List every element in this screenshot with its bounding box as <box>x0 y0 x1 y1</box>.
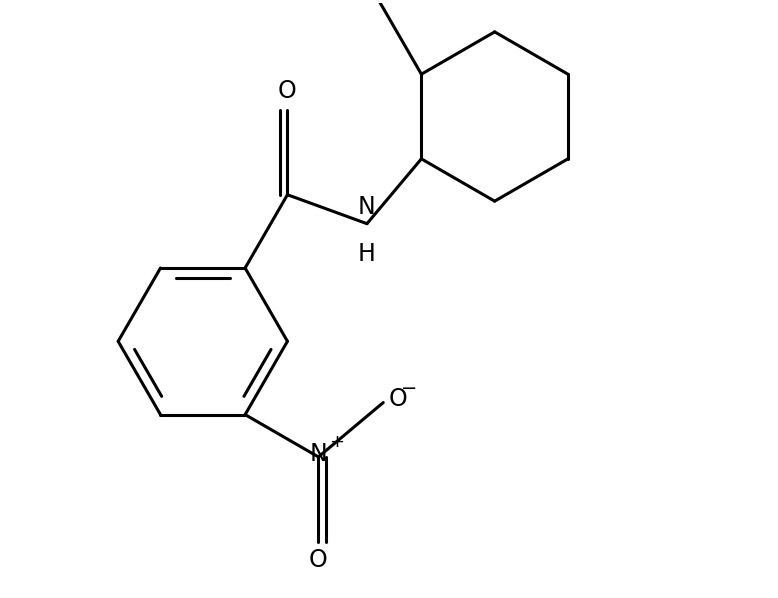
Text: N: N <box>310 441 328 466</box>
Text: N: N <box>358 196 376 219</box>
Text: −: − <box>401 380 418 398</box>
Text: +: + <box>330 433 345 451</box>
Text: O: O <box>388 387 407 411</box>
Text: O: O <box>278 80 297 103</box>
Text: H: H <box>358 242 376 266</box>
Text: O: O <box>309 548 328 572</box>
